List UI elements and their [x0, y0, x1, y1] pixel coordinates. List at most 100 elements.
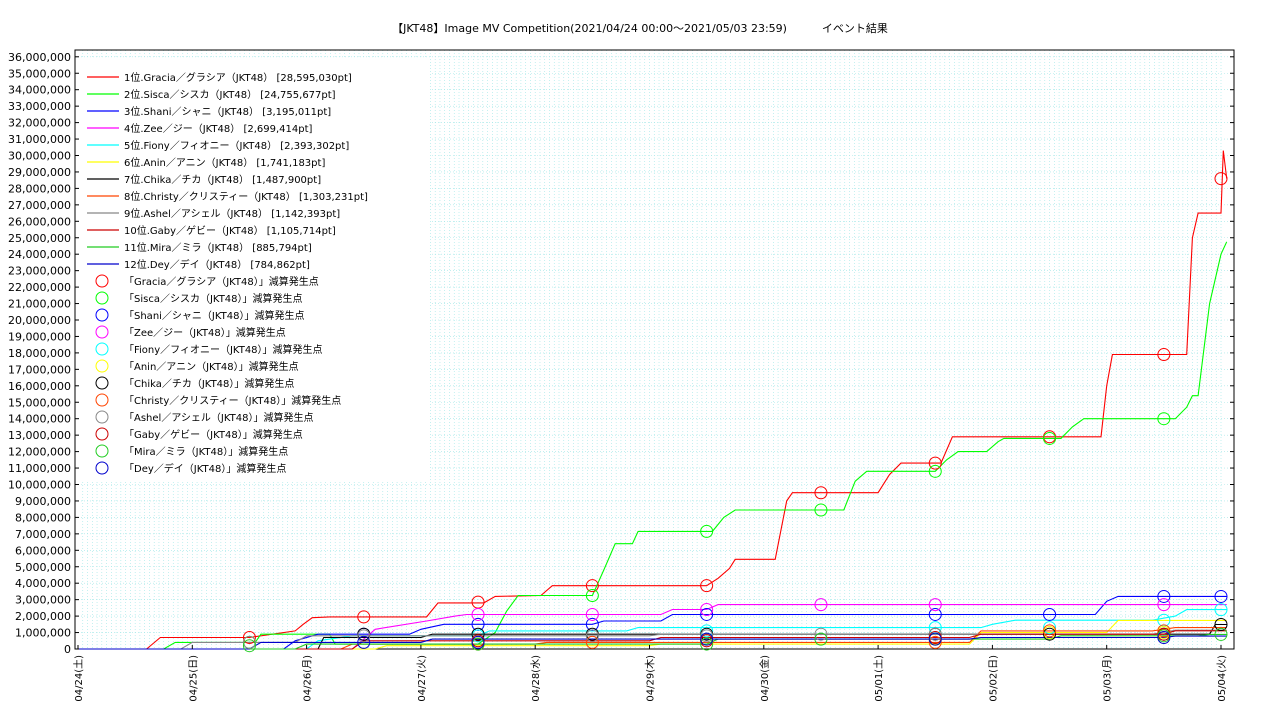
y-tick-label: 23,000,000 [8, 265, 71, 278]
decrement-marker-2 [585, 589, 599, 603]
decrement-marker-12 [928, 632, 942, 646]
legend-entry-decrement: 「Anin／アニン（JKT48）」減算発生点 [124, 360, 299, 373]
y-tick-label: 26,000,000 [8, 215, 71, 228]
legend-entry-series: 12位.Dey／デイ（JKT48） [784,862pt] [124, 258, 310, 271]
y-tick-label: 10,000,000 [8, 479, 71, 492]
decrement-marker-12 [1157, 630, 1171, 644]
legend-entry-series: 1位.Gracia／グラシア（JKT48） [28,595,030pt] [124, 71, 352, 84]
legend-swatch-circle [95, 342, 109, 356]
decrement-marker-2 [1043, 431, 1057, 445]
legend-entry-series: 5位.Fiony／フィオニー（JKT48） [2,393,302pt] [124, 139, 349, 152]
series-line-6 [78, 619, 1227, 650]
legend-entry-decrement: 「Gracia／グラシア（JKT48）」減算発生点 [124, 275, 319, 288]
legend-swatch-circle [95, 461, 109, 475]
decrement-marker-7 [471, 627, 485, 641]
y-tick-label: 13,000,000 [8, 429, 71, 442]
series-line-1 [78, 150, 1228, 650]
y-tick-label: 34,000,000 [8, 84, 71, 97]
y-tick-label: 12,000,000 [8, 446, 71, 459]
y-tick-label: 11,000,000 [8, 462, 71, 475]
decrement-marker-2 [814, 503, 828, 517]
y-tick-label: 14,000,000 [8, 413, 71, 426]
y-tick-label: 31,000,000 [8, 133, 71, 146]
decrement-marker-7 [1214, 618, 1228, 632]
decrement-marker-1 [357, 610, 371, 624]
decrement-marker-4 [700, 603, 714, 617]
decrement-marker-4 [928, 598, 942, 612]
decrement-marker-2 [928, 464, 942, 478]
decrement-marker-12 [357, 635, 371, 649]
decrement-markers [242, 172, 1228, 653]
y-tick-label: 5,000,000 [15, 561, 71, 574]
legend-swatch-circle [95, 325, 109, 339]
y-tick-label: 6,000,000 [15, 544, 71, 557]
decrement-marker-4 [814, 598, 828, 612]
decrement-marker-11 [242, 639, 256, 653]
x-tick-label: 04/27(火) [416, 655, 428, 702]
legend-entry-decrement: 「Zee／ジー（JKT48）」減算発生点 [124, 326, 286, 339]
y-tick-label: 24,000,000 [8, 248, 71, 261]
decrement-marker-1 [700, 579, 714, 593]
decrement-marker-1 [1157, 348, 1171, 362]
y-tick-label: 15,000,000 [8, 396, 71, 409]
legend-entry-decrement: 「Chika／チカ（JKT48）」減算発生点 [124, 377, 294, 390]
y-tick-label: 19,000,000 [8, 330, 71, 343]
legend-entry-series: 3位.Shani／シャニ（JKT48） [3,195,011pt] [124, 105, 331, 118]
decrement-marker-11 [700, 637, 714, 651]
decrement-marker-1 [1214, 172, 1228, 186]
decrement-marker-3 [928, 607, 942, 621]
decrement-marker-3 [1043, 607, 1057, 621]
chart-title: 【JKT48】Image MV Competition(2021/04/24 0… [392, 22, 888, 35]
decrement-marker-7 [1043, 627, 1057, 641]
y-tick-label: 21,000,000 [8, 298, 71, 311]
x-axis-ticks: 04/24(土) 04/25(日) 04/26(月) 04/27(火) 04/28(水)… [72, 645, 1228, 702]
y-tick-label: 25,000,000 [8, 232, 71, 245]
x-tick-label: 04/28(水) [530, 655, 542, 702]
y-tick-label: 20,000,000 [8, 314, 71, 327]
decrement-marker-1 [242, 630, 256, 644]
x-tick-label: 04/24(土) [72, 655, 85, 702]
y-tick-label: 17,000,000 [8, 363, 71, 376]
decrement-marker-4 [585, 607, 599, 621]
series-line-5 [78, 609, 1227, 650]
legend-entry-series: 11位.Mira／ミラ（JKT48） [885,794pt] [124, 241, 312, 254]
legend-entry-decrement: 「Gaby／ゲビー（JKT48）」減算発生点 [124, 428, 303, 441]
legend-background [80, 58, 430, 480]
decrement-marker-5 [1214, 603, 1228, 617]
decrement-marker-11 [1214, 627, 1228, 641]
x-tick-label: 05/02(日) [988, 655, 999, 702]
decrement-marker-1 [585, 579, 599, 593]
decrement-marker-9 [585, 629, 599, 643]
decrement-marker-2 [700, 524, 714, 538]
legend-entry-decrement: 「Mira／ミラ（JKT48）」減算発生点 [124, 445, 288, 458]
decrement-marker-12 [471, 635, 485, 649]
y-tick-label: 3,000,000 [15, 594, 71, 607]
y-tick-label: 35,000,000 [8, 67, 71, 80]
decrement-marker-8 [1157, 624, 1171, 638]
decrement-marker-2 [1157, 412, 1171, 426]
legend-swatch-circle [95, 291, 109, 305]
decrement-marker-9 [814, 627, 828, 641]
y-tick-label: 16,000,000 [8, 380, 71, 393]
y-tick-label: 9,000,000 [15, 495, 71, 508]
legend-box [80, 58, 430, 480]
legend-entry-decrement: 「Christy／クリスティー（JKT48）」減算発生点 [124, 394, 341, 407]
decrement-marker-9 [700, 629, 714, 643]
decrement-marker-5 [1043, 621, 1057, 635]
decrement-marker-8 [585, 635, 599, 649]
y-tick-label: 18,000,000 [8, 347, 71, 360]
y-tick-label: 29,000,000 [8, 166, 71, 179]
legend-swatch-circle [95, 393, 109, 407]
legend-swatch-circle [95, 410, 109, 424]
legend-entry-series: 8位.Christy／クリスティー（JKT48） [1,303,231pt] [124, 190, 368, 203]
decrement-marker-4 [1157, 598, 1171, 612]
legend-swatch-circle [95, 359, 109, 373]
y-tick-label: 7,000,000 [15, 528, 71, 541]
decrement-marker-4 [471, 607, 485, 621]
y-tick-label: 32,000,000 [8, 117, 71, 130]
legend-entry-series: 4位.Zee／ジー（JKT48） [2,699,414pt] [124, 122, 313, 135]
x-tick-label: 04/26(月) [302, 655, 314, 702]
decrement-marker-9 [242, 635, 256, 649]
decrement-marker-9 [357, 629, 371, 643]
